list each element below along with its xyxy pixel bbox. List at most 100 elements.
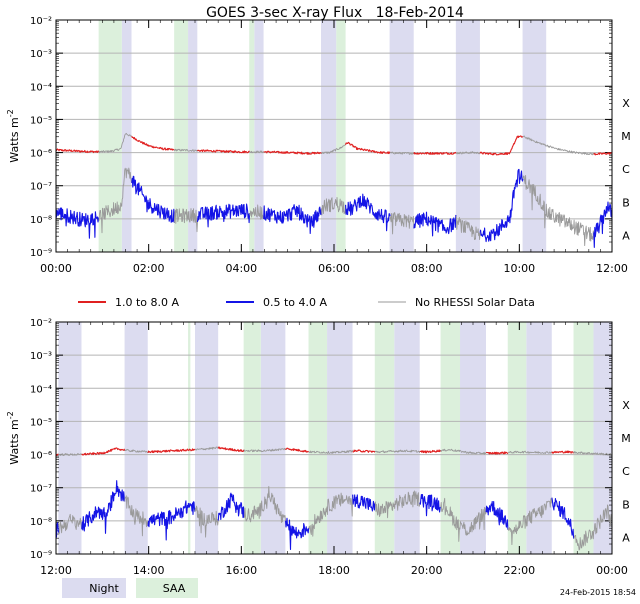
y-tick-label: 10⁻⁸: [30, 517, 52, 528]
series-long: [551, 450, 574, 454]
series-long-gap: [440, 448, 487, 455]
class-label: B: [622, 498, 630, 511]
class-label: X: [622, 97, 630, 110]
legend-night-box: [62, 578, 126, 598]
y-tick-label: 10⁻⁴: [30, 82, 52, 93]
series-long-gap: [243, 447, 286, 453]
series-long: [479, 135, 524, 156]
y-tick-label: 10⁻⁹: [30, 550, 52, 561]
series-long: [352, 449, 376, 453]
class-label: A: [622, 229, 630, 242]
series-long-gap: [58, 453, 83, 456]
y-tick-label: 10⁻³: [30, 351, 52, 362]
series-short: [551, 497, 575, 539]
series-long: [485, 451, 509, 455]
series-short-gap: [249, 204, 265, 220]
night-band: [327, 322, 353, 554]
series-short: [593, 201, 613, 248]
night-band: [389, 20, 414, 252]
legend-label-gap: No RHESSI Solar Data: [415, 296, 535, 309]
series-short-gap: [243, 485, 286, 524]
series-short-gap: [507, 497, 553, 546]
night-band: [455, 20, 480, 252]
night-band: [394, 322, 420, 554]
saa-band: [440, 322, 461, 554]
class-label: X: [622, 399, 630, 412]
y-tick-label: 10⁻⁷: [30, 484, 52, 495]
series-long: [81, 447, 126, 456]
y-tick-label: 10⁻⁶: [30, 149, 52, 160]
x-tick-label: 04:00: [225, 262, 257, 275]
series-short-gap: [374, 490, 421, 519]
class-label: M: [621, 432, 631, 445]
y-tick-label: 10⁻⁵: [30, 417, 52, 428]
panel-bottom: 10⁻² 10⁻³ 10⁻⁴ 10⁻⁵ 10⁻⁶ 10⁻⁷ 10⁻⁸ 10⁻⁹ X M C B A Wat…: [6, 318, 631, 577]
legend-label-short: 0.5 to 4.0 A: [263, 296, 328, 309]
y-axis-label: Watts m-2: [6, 411, 21, 464]
series-long-gap: [98, 132, 133, 154]
series-long-gap: [194, 446, 219, 451]
saa-band: [308, 322, 328, 554]
x-tick-label: 06:00: [318, 262, 350, 275]
series-long-gap: [124, 448, 149, 454]
saa-band: [98, 20, 122, 252]
series-short: [485, 500, 509, 530]
series-short: [147, 500, 196, 541]
x-tick-label: 00:00: [40, 262, 72, 275]
series-short: [352, 494, 376, 512]
x-tick-label: 12:00: [40, 564, 72, 577]
x-tick-label: 22:00: [503, 564, 535, 577]
series-long-gap: [573, 451, 613, 456]
series-long: [419, 449, 442, 454]
y-axis-label: Watts m-2: [6, 109, 21, 162]
series-long: [285, 447, 309, 453]
series-short: [479, 168, 524, 243]
y-tick-label: 10⁻⁴: [30, 384, 52, 395]
x-tick-label: 00:00: [596, 564, 628, 577]
series-long-gap: [173, 148, 198, 152]
y-tick-label: 10⁻⁸: [30, 215, 52, 226]
x-tick-label: 16:00: [225, 564, 257, 577]
y-tick-label: 10⁻²: [30, 318, 52, 329]
series-short: [345, 193, 391, 232]
series-short: [55, 207, 100, 239]
series-long: [131, 136, 175, 151]
series-short-gap: [440, 497, 487, 542]
series-short-gap: [98, 167, 133, 234]
saa-band: [174, 20, 189, 252]
plot-frame: [55, 19, 613, 253]
series-long: [55, 148, 100, 154]
series-short-gap: [124, 495, 149, 537]
night-band: [522, 20, 547, 252]
y-tick-label: 10⁻⁹: [30, 248, 52, 259]
saa-band: [573, 322, 594, 554]
series-short: [217, 492, 245, 521]
series-short-gap: [58, 513, 83, 535]
y-tick-label: 10⁻²: [30, 16, 52, 27]
series-short-gap: [194, 505, 219, 538]
night-band: [188, 20, 198, 252]
class-label: M: [621, 130, 631, 143]
y-tick-label: 10⁻³: [30, 49, 52, 60]
y-tick-label: 10⁻⁷: [30, 182, 52, 193]
series-long: [593, 152, 613, 156]
night-band: [254, 20, 264, 252]
series-long: [217, 446, 245, 452]
series-short: [263, 204, 322, 235]
night-band: [321, 20, 337, 252]
series-long-gap: [522, 135, 595, 156]
saa-band: [336, 20, 346, 252]
panel-top: 10⁻² 10⁻³ 10⁻⁴ 10⁻⁵ 10⁻⁶ 10⁻⁷ 10⁻⁸ 10⁻⁹ X M C B A Wat…: [6, 16, 631, 275]
class-label: C: [622, 163, 630, 176]
series-short: [196, 203, 251, 228]
saa-band: [243, 322, 261, 554]
series-short-gap: [308, 492, 354, 537]
series-short: [413, 211, 457, 237]
series-long: [345, 141, 391, 155]
x-tick-label: 14:00: [133, 564, 165, 577]
saa-band: [374, 322, 395, 554]
night-band: [593, 322, 612, 554]
legend-label-long: 1.0 to 8.0 A: [115, 296, 180, 309]
